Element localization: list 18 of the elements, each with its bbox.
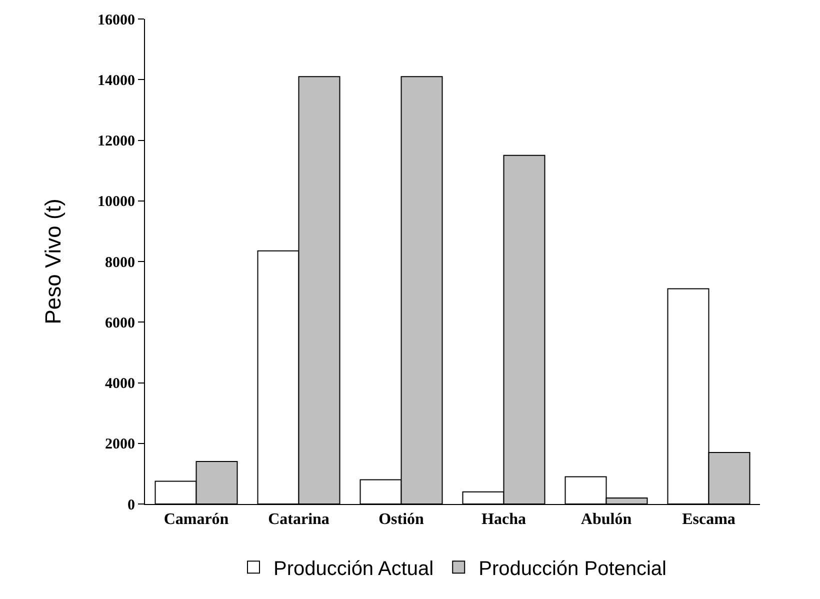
x-tick-label: Escama: [682, 511, 736, 528]
y-tick-label: 10000: [98, 194, 135, 210]
y-tick-label: 8000: [105, 254, 135, 271]
legend-label: Producción Actual: [274, 558, 434, 580]
x-tick-label: Ostión: [378, 511, 424, 528]
x-tick-label: Catarina: [268, 511, 330, 528]
legend-label: Producción Potencial: [478, 558, 666, 580]
y-tick-label: 6000: [105, 315, 135, 332]
y-tick-label: 0: [128, 497, 135, 514]
y-tick-label: 12000: [98, 134, 135, 150]
y-axis-title: Peso Vivo (t): [40, 198, 66, 324]
x-tick-label: Camarón: [164, 511, 229, 528]
x-tick-label: Abulón: [580, 511, 632, 528]
y-tick-label: 16000: [98, 12, 135, 28]
y-tick-label: 4000: [105, 376, 135, 392]
y-tick-label: 2000: [105, 436, 135, 453]
y-tick-label: 14000: [98, 72, 135, 89]
x-tick-label: Hacha: [482, 511, 526, 528]
